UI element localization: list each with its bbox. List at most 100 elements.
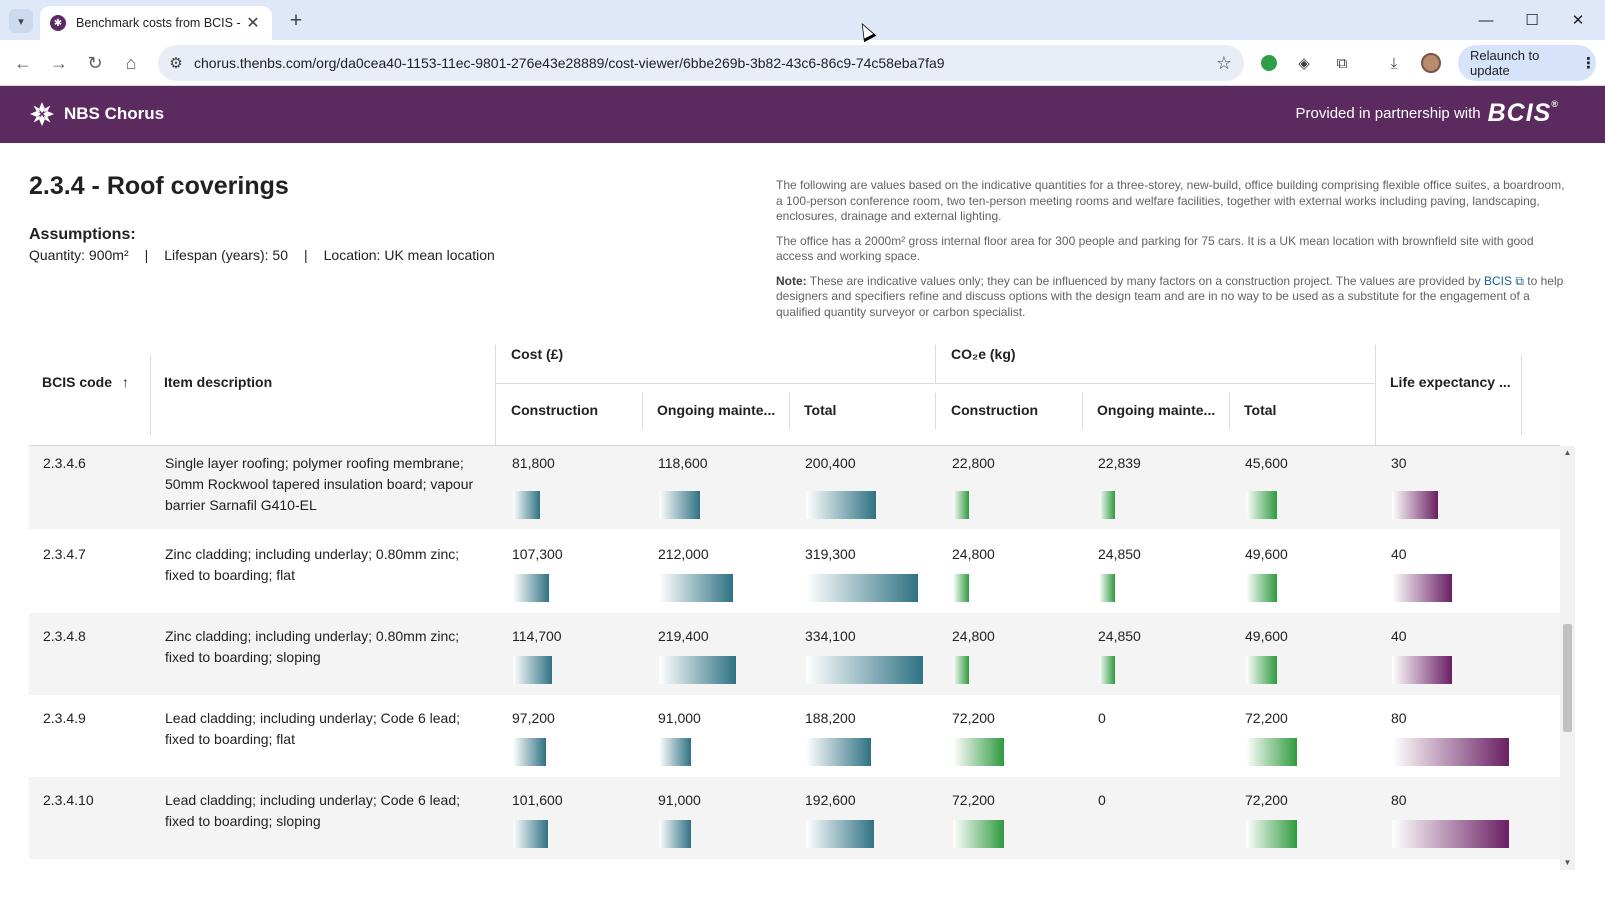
bookmark-star-icon[interactable]: ☆	[1215, 52, 1233, 73]
green-extension-icon[interactable]	[1257, 51, 1281, 75]
minimize-icon[interactable]: —	[1478, 11, 1494, 29]
column-header-co2-ongoing[interactable]: Ongoing mainte...	[1097, 402, 1216, 418]
column-divider[interactable]	[1229, 393, 1230, 429]
column-header-description[interactable]: Item description	[164, 374, 273, 390]
cell-cost-construction: 107,300	[512, 546, 563, 562]
cost-total-bar	[806, 491, 876, 519]
profile-avatar[interactable]	[1419, 51, 1443, 75]
table-row[interactable]: 2.3.4.7 Zinc cladding; including underla…	[29, 529, 1560, 613]
cell-co2-construction: 72,200	[952, 710, 995, 726]
cell-co2-total: 49,600	[1245, 546, 1288, 562]
cell-cost-total: 192,600	[805, 792, 856, 808]
cost-ongoing-bar	[659, 738, 691, 766]
note-text-2: to help designers and specifiers refine …	[776, 273, 1564, 319]
scroll-down-arrow-icon[interactable]: ▼	[1563, 858, 1572, 867]
scroll-up-arrow-icon[interactable]: ▲	[1563, 448, 1572, 457]
column-divider[interactable]	[642, 393, 643, 429]
cost-total-bar	[806, 656, 923, 684]
extensions-puzzle-icon[interactable]: ⧉	[1336, 54, 1348, 72]
cell-bcis-code: 2.3.4.8	[43, 628, 86, 644]
tab-close-icon[interactable]: ✕	[246, 15, 260, 32]
column-header-cost-total[interactable]: Total	[804, 402, 837, 418]
column-divider[interactable]	[1082, 393, 1083, 429]
table-header: BCIS code ↑ Item description Cost (£) CO…	[29, 345, 1560, 446]
cell-co2-construction: 72,200	[952, 792, 995, 808]
table-scrollbar[interactable]: ▲ ▼	[1560, 446, 1575, 870]
extension-icon[interactable]: ◈	[1298, 55, 1310, 72]
address-bar[interactable]: ⚙ chorus.thenbs.com/org/da0cea40-1153-11…	[158, 45, 1244, 81]
column-header-co2-total[interactable]: Total	[1244, 402, 1277, 418]
relaunch-to-update-button[interactable]: Relaunch to update ⋮	[1458, 45, 1596, 81]
co2-ongoing-bar	[1099, 574, 1115, 602]
window-close-icon[interactable]: ✕	[1571, 12, 1585, 29]
column-header-cost-ongoing[interactable]: Ongoing mainte...	[657, 402, 776, 418]
column-divider[interactable]	[935, 393, 936, 429]
url-text[interactable]: chorus.thenbs.com/org/da0cea40-1153-11ec…	[194, 55, 945, 71]
external-link-icon: ⧉	[1515, 273, 1524, 288]
partner-text: Provided in partnership with	[1295, 105, 1481, 122]
separator: |	[303, 247, 308, 263]
column-header-bcis-code[interactable]: BCIS code ↑	[42, 374, 129, 390]
back-arrow-icon[interactable]: ←	[14, 52, 32, 73]
life-expectancy-bar	[1392, 491, 1438, 519]
site-info-icon[interactable]: ⚙	[169, 55, 183, 72]
cell-cost-construction: 101,600	[512, 792, 563, 808]
tab-search-chevron-icon[interactable]: ▾	[9, 9, 33, 33]
download-icon[interactable]: ⤓	[1390, 54, 1398, 72]
column-header-co2-construction[interactable]: Construction	[951, 402, 1039, 418]
co2-total-bar	[1246, 820, 1297, 848]
cell-bcis-code: 2.3.4.10	[43, 792, 94, 808]
cell-description: Zinc cladding; including underlay; 0.80m…	[165, 546, 460, 583]
scrollbar-thumb[interactable]	[1563, 624, 1572, 732]
column-header-cost-construction[interactable]: Construction	[511, 402, 599, 418]
table-row[interactable]: 2.3.4.10 Lead cladding; including underl…	[29, 777, 1560, 859]
browser-tab-active[interactable]: ✱ Benchmark costs from BCIS - 2.3.4 ✕	[40, 6, 272, 40]
assumptions-label: Assumptions:	[29, 226, 136, 243]
column-divider	[935, 345, 936, 383]
partner-block: Provided in partnership with BCIS®	[1296, 99, 1559, 128]
column-header-life-expectancy[interactable]: Life expectancy ...	[1390, 374, 1511, 390]
cell-co2-ongoing: 0	[1098, 710, 1106, 726]
cell-bcis-code: 2.3.4.9	[43, 710, 86, 726]
cost-total-bar	[806, 820, 874, 848]
cell-co2-construction: 24,800	[952, 628, 995, 644]
note-label: Note:	[776, 273, 807, 288]
separator: |	[144, 247, 149, 263]
cell-description: Zinc cladding; including underlay; 0.80m…	[165, 628, 460, 665]
column-divider[interactable]	[789, 393, 790, 429]
forward-arrow-icon[interactable]: →	[50, 52, 68, 73]
life-expectancy-bar	[1392, 738, 1509, 766]
maximize-icon[interactable]: ☐	[1525, 12, 1539, 29]
cell-co2-construction: 22,800	[952, 455, 995, 471]
co2-total-bar	[1246, 491, 1277, 519]
cell-bcis-code: 2.3.4.6	[43, 455, 86, 471]
new-tab-plus-icon[interactable]: +	[289, 9, 303, 32]
column-divider	[1521, 355, 1522, 435]
column-divider[interactable]	[150, 355, 151, 435]
table-row[interactable]: 2.3.4.8 Zinc cladding; including underla…	[29, 613, 1560, 695]
bcis-link[interactable]: BCIS ⧉	[1483, 273, 1524, 288]
cell-cost-ongoing: 212,000	[658, 546, 709, 562]
home-icon[interactable]: ⌂	[125, 52, 137, 73]
brand-name[interactable]: NBS Chorus	[64, 104, 165, 123]
cell-cost-ongoing: 91,000	[658, 792, 701, 808]
co2-total-bar	[1246, 738, 1297, 766]
life-expectancy-bar	[1392, 574, 1452, 602]
assumption-lifespan: Lifespan (years): 50	[164, 247, 288, 263]
column-divider	[1375, 345, 1376, 446]
table-row[interactable]: 2.3.4.9 Lead cladding; including underla…	[29, 695, 1560, 777]
table-row[interactable]: 2.3.4.6 Single layer roofing; polymer ro…	[29, 446, 1560, 529]
cell-cost-construction: 81,800	[512, 455, 555, 471]
assumptions-line: Quantity: 900m² | Lifespan (years): 50 |…	[29, 247, 495, 263]
cell-co2-total: 45,600	[1245, 455, 1288, 471]
cell-co2-total: 72,200	[1245, 710, 1288, 726]
nbs-logo-icon[interactable]	[28, 100, 56, 128]
reload-icon[interactable]: ↻	[87, 52, 103, 73]
more-menu-icon: ⋮	[1581, 55, 1596, 72]
cost-total-bar	[806, 574, 918, 602]
sort-ascending-icon: ↑	[121, 374, 129, 390]
site-header: NBS Chorus Provided in partnership with …	[0, 86, 1605, 143]
assumption-location: Location: UK mean location	[323, 247, 495, 263]
cell-cost-total: 188,200	[805, 710, 856, 726]
description-paragraph-1: The following are values based on the in…	[776, 178, 1565, 223]
